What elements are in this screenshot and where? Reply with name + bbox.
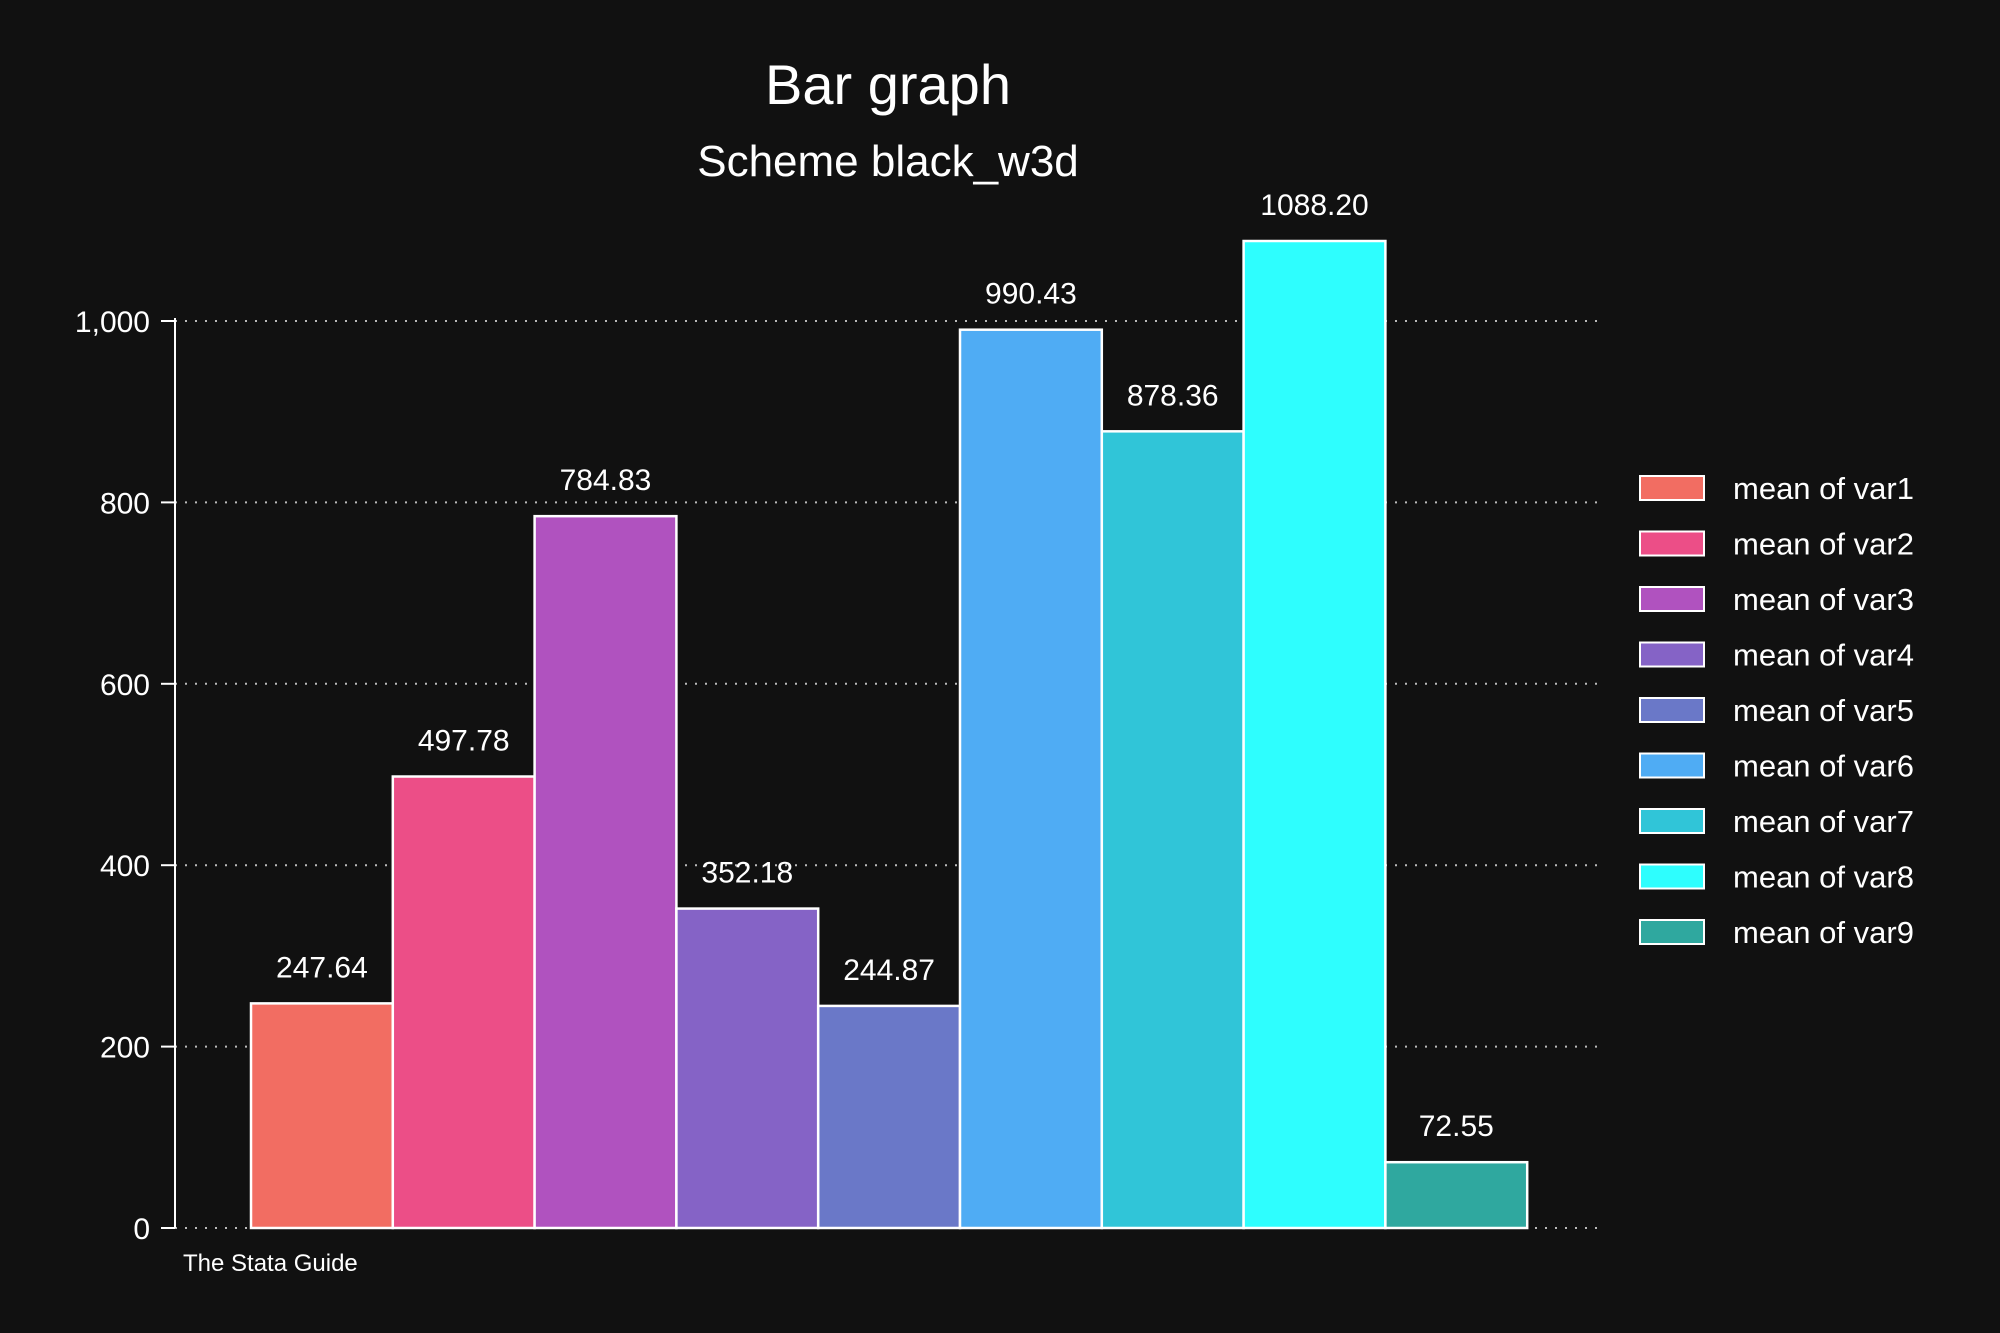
legend-swatch: [1639, 475, 1705, 501]
chart-note: The Stata Guide: [183, 1250, 358, 1277]
y-tick-label: 200: [100, 1032, 150, 1065]
bar-value-labels: 247.64 497.78 784.83 352.18 244.87 990.43 878.…: [276, 189, 1494, 1143]
legend: mean of var1 mean of var2 mean of var3 mean…: [1639, 471, 1914, 950]
bar: [1100, 430, 1245, 1230]
y-tick-label: 600: [100, 669, 150, 702]
bars: [249, 239, 1529, 1230]
legend-label: mean of var5: [1733, 693, 1914, 728]
bar-value-label: 244.87: [843, 954, 935, 987]
bar-value-label: 990.43: [985, 278, 1077, 311]
bar: [958, 328, 1104, 1230]
y-tick-label: 800: [100, 487, 150, 520]
legend-swatch: [1639, 919, 1705, 945]
legend-swatch: [1639, 697, 1705, 723]
legend-label: mean of var3: [1733, 582, 1914, 617]
bar: [249, 1002, 395, 1230]
bar: [1384, 1160, 1529, 1230]
bar-value-label: 784.83: [560, 464, 652, 497]
y-tick-label: 400: [100, 850, 150, 883]
bar-value-label: 1088.20: [1260, 189, 1368, 222]
y-axis-ticks: 0 200 400 600 800 1,000: [75, 306, 175, 1246]
legend-label: mean of var8: [1733, 860, 1914, 895]
bar-value-label: 497.78: [418, 725, 510, 758]
bar-value-label: 352.18: [701, 857, 793, 890]
bar: [675, 907, 820, 1230]
bar: [1242, 239, 1387, 1230]
legend-swatch: [1639, 863, 1705, 890]
bar: [816, 1004, 962, 1230]
legend-label: mean of var6: [1733, 749, 1914, 784]
chart-subtitle: Scheme black_w3d: [697, 137, 1079, 186]
legend-swatch: [1639, 586, 1705, 612]
legend-label: mean of var9: [1733, 915, 1914, 950]
bar: [391, 775, 536, 1230]
bar-value-label: 247.64: [276, 951, 368, 984]
legend-swatch: [1639, 808, 1705, 834]
bar-value-label: 72.55: [1419, 1110, 1494, 1143]
y-tick-label: 1,000: [75, 306, 150, 339]
bar-value-label: 878.36: [1127, 379, 1219, 412]
legend-swatch: [1639, 530, 1705, 557]
chart-title: Bar graph: [765, 53, 1011, 116]
legend-label: mean of var4: [1733, 638, 1914, 673]
legend-swatch: [1639, 641, 1705, 668]
legend-label: mean of var2: [1733, 527, 1914, 562]
bar: [533, 514, 678, 1230]
y-tick-label: 0: [133, 1213, 150, 1246]
legend-label: mean of var7: [1733, 804, 1914, 839]
legend-label: mean of var1: [1733, 471, 1914, 506]
legend-swatch: [1639, 752, 1705, 779]
